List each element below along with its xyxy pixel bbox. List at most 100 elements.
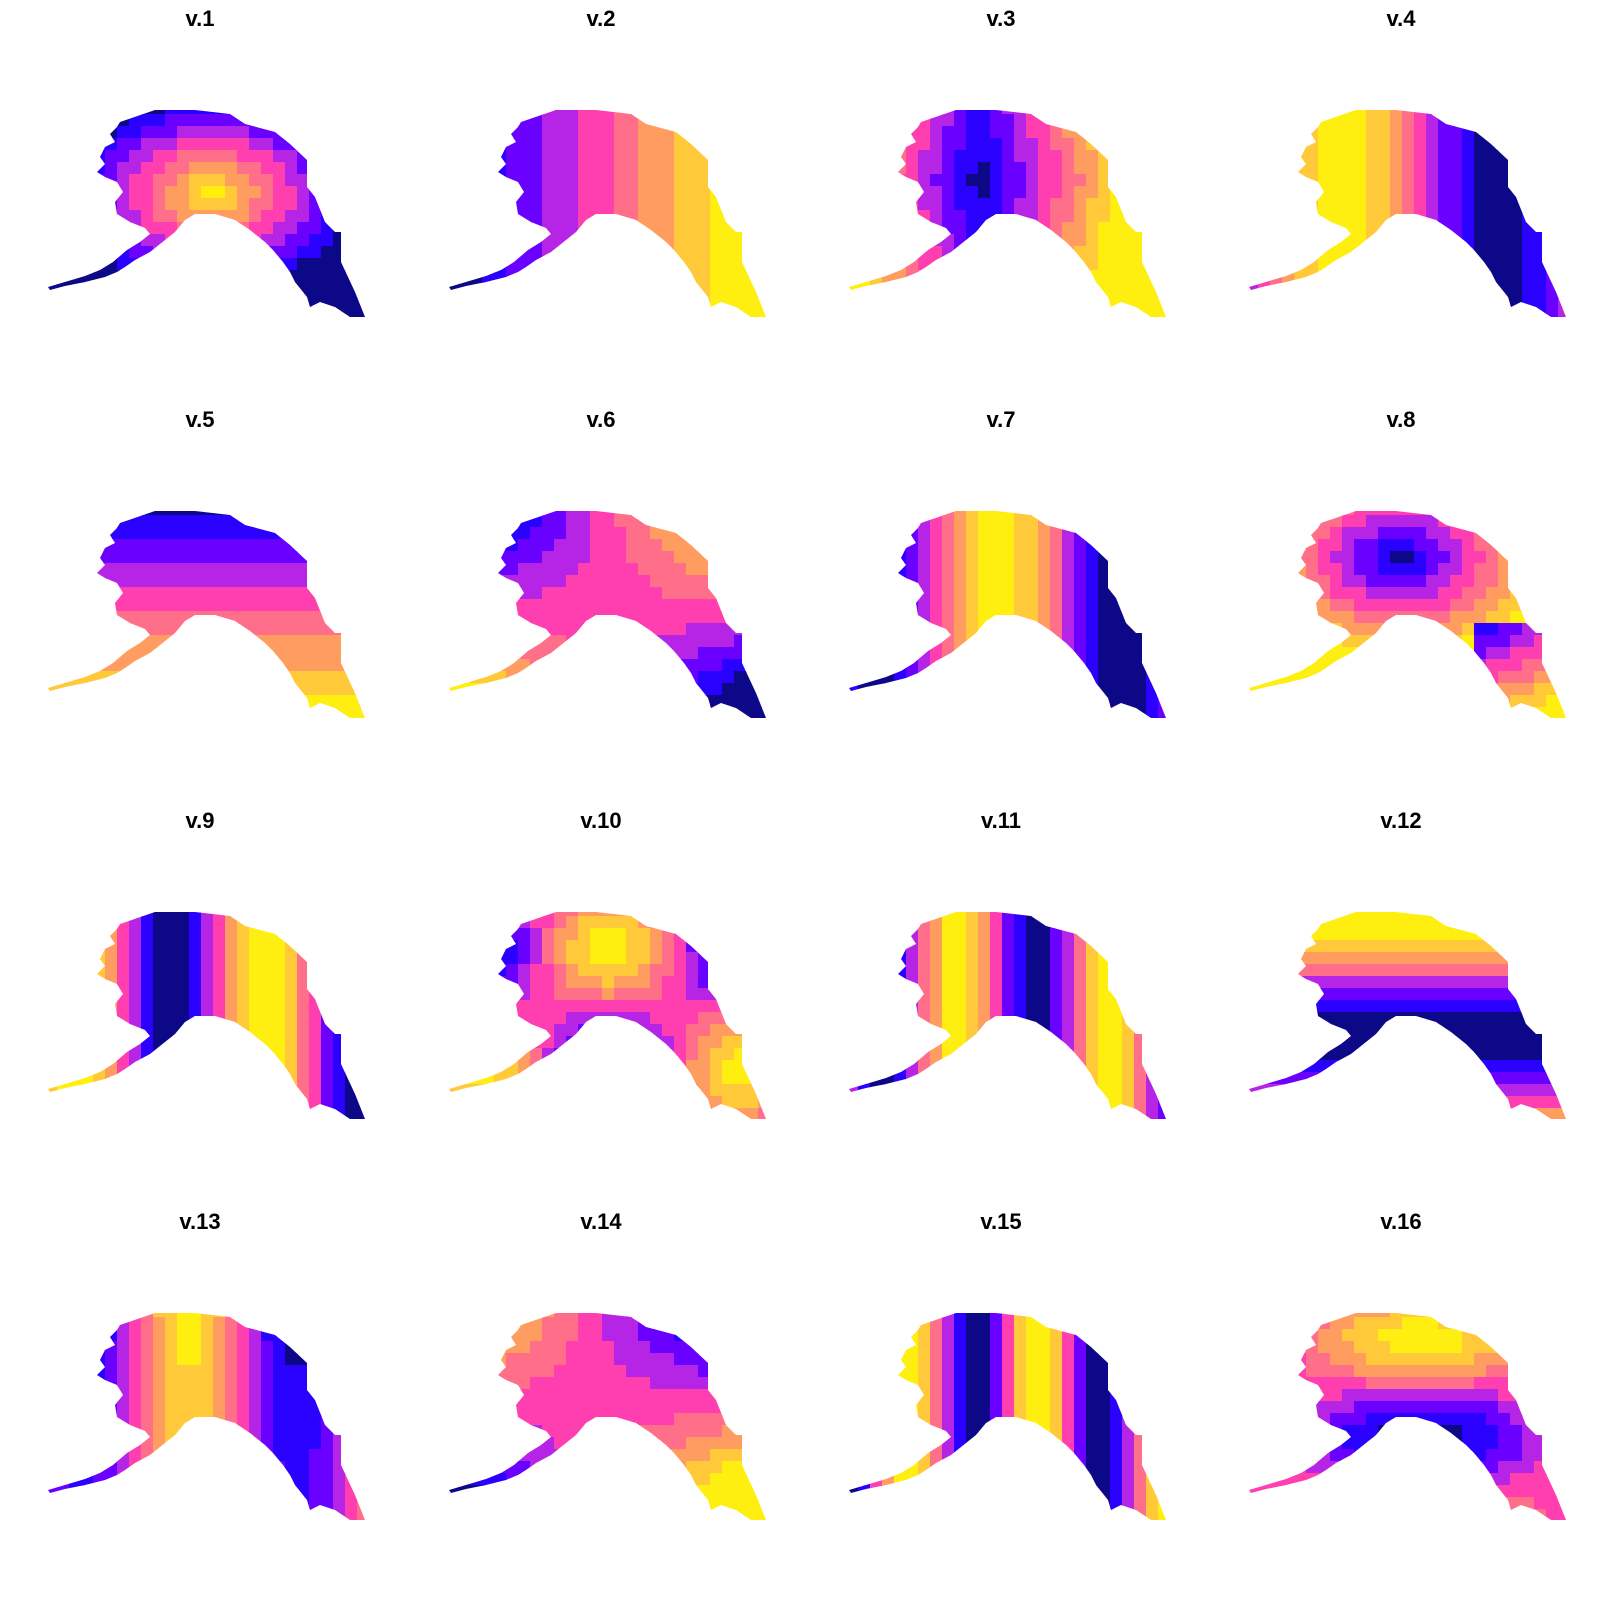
raster-cell: [69, 210, 82, 223]
raster-cell: [990, 234, 1003, 247]
raster-cell: [237, 671, 250, 684]
raster-cell: [1354, 599, 1367, 612]
raster-cell: [1258, 150, 1271, 163]
raster-cell: [1306, 635, 1319, 648]
raster-cell: [1134, 174, 1147, 187]
raster-cell: [177, 1096, 190, 1109]
raster-cell: [686, 695, 699, 708]
raster-cell: [1158, 282, 1166, 295]
raster-cell: [482, 527, 495, 540]
raster-cell: [1050, 198, 1063, 211]
raster-cell: [1474, 563, 1487, 576]
raster-cell: [1450, 599, 1463, 612]
raster-cell: [849, 599, 859, 612]
raster-cell: [309, 210, 322, 223]
raster-cell: [1074, 683, 1087, 696]
raster-cell: [1098, 695, 1111, 708]
raster-cell: [1270, 114, 1283, 127]
raster-cell: [686, 110, 699, 115]
raster-cell: [105, 282, 118, 295]
raster-cell: [1462, 126, 1475, 139]
raster-cell: [858, 306, 871, 317]
raster-cell: [1038, 186, 1051, 199]
raster-cell: [1534, 222, 1547, 235]
raster-cell: [1050, 306, 1063, 317]
raster-cell: [566, 695, 579, 708]
raster-cell: [1026, 114, 1039, 127]
raster-cell: [1002, 282, 1015, 295]
raster-cell: [177, 527, 190, 540]
raster-cell: [273, 659, 286, 672]
raster-cell: [1474, 114, 1487, 127]
raster-cell: [1378, 527, 1391, 540]
raster-cell: [918, 635, 931, 648]
raster-cell: [470, 294, 483, 307]
raster-cell: [57, 1072, 70, 1085]
raster-cell: [710, 511, 723, 516]
raster-cell: [141, 318, 154, 331]
raster-cell: [285, 1024, 298, 1037]
raster-cell: [1146, 635, 1159, 648]
raster-cell: [1534, 110, 1547, 115]
raster-cell: [1062, 198, 1075, 211]
raster-cell: [201, 599, 214, 612]
raster-cell: [1462, 551, 1475, 564]
raster-cell: [345, 1024, 358, 1037]
raster-cell: [894, 563, 907, 576]
raster-cell: [1426, 294, 1439, 307]
raster-cell: [1558, 186, 1566, 199]
raster-cell: [770, 695, 783, 708]
raster-cell: [650, 928, 663, 941]
raster-cell: [261, 707, 274, 718]
raster-cell: [237, 294, 250, 307]
raster-cell: [1366, 198, 1379, 211]
raster-cell: [530, 575, 543, 588]
raster-cell: [734, 126, 747, 139]
raster-cell: [357, 162, 365, 175]
raster-cell: [1378, 539, 1391, 552]
raster-cell: [1134, 318, 1147, 331]
raster-cell: [722, 186, 735, 199]
raster-cell: [770, 150, 783, 163]
raster-cell: [1086, 683, 1099, 696]
raster-cell: [273, 258, 286, 271]
raster-cell: [189, 912, 202, 917]
raster-cell: [506, 110, 519, 115]
raster-cell: [1558, 246, 1566, 259]
raster-cell: [177, 511, 190, 516]
raster-cell: [1534, 318, 1547, 331]
raster-cell: [1414, 210, 1427, 223]
raster-cell: [285, 150, 298, 163]
raster-cell: [990, 114, 1003, 127]
raster-cell: [1570, 503, 1583, 516]
raster-cell: [758, 659, 766, 672]
raster-cell: [1026, 527, 1039, 540]
raster-cell: [954, 563, 967, 576]
raster-cell: [1534, 659, 1547, 672]
raster-cell: [45, 1120, 58, 1133]
raster-cell: [1062, 294, 1075, 307]
raster-cell: [650, 707, 663, 718]
raster-cell: [177, 198, 190, 211]
raster-cell: [710, 952, 723, 965]
raster-cell: [333, 270, 346, 283]
raster-cell: [165, 198, 178, 211]
raster-cell: [1086, 515, 1099, 528]
raster-cell: [942, 575, 955, 588]
raster-cell: [1546, 210, 1559, 223]
raster-cell: [1110, 150, 1123, 163]
raster-cell: [1249, 246, 1259, 259]
raster-cell: [770, 306, 783, 319]
raster-cell: [57, 306, 70, 317]
raster-cell: [357, 270, 365, 283]
raster-cell: [590, 258, 603, 271]
raster-cell: [698, 294, 711, 307]
raster-cell: [93, 928, 106, 941]
raster-cell: [1546, 635, 1559, 648]
raster-cell: [309, 162, 322, 175]
raster-cell: [201, 258, 214, 271]
raster-cell: [261, 174, 274, 187]
raster-cell: [261, 318, 274, 331]
raster-cell: [1330, 282, 1343, 295]
raster-cell: [81, 198, 94, 211]
